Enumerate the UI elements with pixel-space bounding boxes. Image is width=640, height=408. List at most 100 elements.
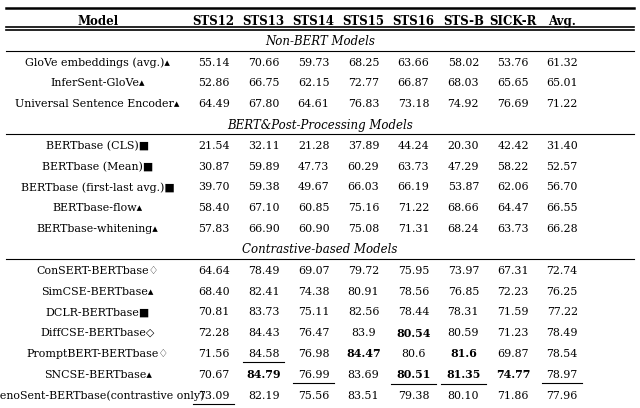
Text: Universal Sentence Encoder▴: Universal Sentence Encoder▴ (15, 99, 180, 109)
Text: 20.30: 20.30 (447, 141, 479, 151)
Text: DCLR-BERTbase■: DCLR-BERTbase■ (45, 307, 150, 317)
Text: 71.59: 71.59 (497, 307, 529, 317)
Text: 31.40: 31.40 (547, 141, 578, 151)
Text: 84.47: 84.47 (346, 348, 381, 359)
Text: 58.02: 58.02 (447, 58, 479, 68)
Text: 49.67: 49.67 (298, 182, 330, 193)
Text: Model: Model (77, 15, 118, 27)
Text: 74.92: 74.92 (447, 99, 479, 109)
Text: 68.66: 68.66 (447, 203, 479, 213)
Text: 44.24: 44.24 (397, 141, 429, 151)
Text: BERTbase (first-last avg.)■: BERTbase (first-last avg.)■ (20, 182, 175, 193)
Text: GloVe embeddings (avg.)▴: GloVe embeddings (avg.)▴ (25, 58, 170, 68)
Text: Non-BERT Models: Non-BERT Models (265, 35, 375, 48)
Text: 69.87: 69.87 (497, 349, 529, 359)
Text: 79.72: 79.72 (348, 266, 379, 276)
Text: 70.66: 70.66 (248, 58, 280, 68)
Text: 57.83: 57.83 (198, 224, 230, 234)
Text: 84.43: 84.43 (248, 328, 280, 338)
Text: 84.79: 84.79 (246, 369, 281, 380)
Text: 21.28: 21.28 (298, 141, 330, 151)
Text: 74.38: 74.38 (298, 286, 330, 297)
Text: 64.61: 64.61 (298, 99, 330, 109)
Text: BERTbase-flow▴: BERTbase-flow▴ (52, 203, 143, 213)
Text: 80.59: 80.59 (447, 328, 479, 338)
Text: 62.06: 62.06 (497, 182, 529, 193)
Text: 76.69: 76.69 (497, 99, 529, 109)
Text: BERTbase (CLS)■: BERTbase (CLS)■ (46, 141, 149, 151)
Text: 77.22: 77.22 (547, 307, 578, 317)
Text: 70.81: 70.81 (198, 307, 230, 317)
Text: 80.51: 80.51 (396, 369, 431, 380)
Text: 78.56: 78.56 (397, 286, 429, 297)
Text: 73.97: 73.97 (447, 266, 479, 276)
Text: 65.01: 65.01 (547, 78, 578, 89)
Text: 66.87: 66.87 (397, 78, 429, 89)
Text: 59.38: 59.38 (248, 182, 280, 193)
Text: 67.10: 67.10 (248, 203, 280, 213)
Text: 81.35: 81.35 (446, 369, 481, 380)
Text: 83.69: 83.69 (348, 370, 380, 380)
Text: 78.54: 78.54 (547, 349, 578, 359)
Text: 71.56: 71.56 (198, 349, 230, 359)
Text: Avg.: Avg. (548, 15, 576, 27)
Text: BERT&Post-Processing Models: BERT&Post-Processing Models (227, 119, 413, 131)
Text: 59.89: 59.89 (248, 162, 280, 172)
Text: 66.19: 66.19 (397, 182, 429, 193)
Text: SNCSE-BERTbase▴: SNCSE-BERTbase▴ (44, 370, 152, 380)
Text: 72.77: 72.77 (348, 78, 379, 89)
Text: 67.80: 67.80 (248, 99, 280, 109)
Text: 83.73: 83.73 (248, 307, 280, 317)
Text: 76.83: 76.83 (348, 99, 380, 109)
Text: PromptBERT-BERTbase♢: PromptBERT-BERTbase♢ (26, 349, 169, 359)
Text: 61.32: 61.32 (547, 58, 578, 68)
Text: STS14: STS14 (292, 15, 335, 27)
Text: 21.54: 21.54 (198, 141, 230, 151)
Text: 72.23: 72.23 (497, 286, 529, 297)
Text: 64.64: 64.64 (198, 266, 230, 276)
Text: 71.23: 71.23 (497, 328, 529, 338)
Text: 63.73: 63.73 (497, 224, 529, 234)
Text: 66.90: 66.90 (248, 224, 280, 234)
Text: 73.09: 73.09 (198, 390, 230, 401)
Text: 56.70: 56.70 (547, 182, 578, 193)
Text: 78.49: 78.49 (248, 266, 280, 276)
Text: 39.70: 39.70 (198, 182, 230, 193)
Text: 80.54: 80.54 (396, 328, 431, 339)
Text: SICK-R: SICK-R (490, 15, 537, 27)
Text: 60.29: 60.29 (348, 162, 380, 172)
Text: 80.91: 80.91 (348, 286, 380, 297)
Text: 58.40: 58.40 (198, 203, 230, 213)
Text: DenoSent-BERTbase(contrastive only): DenoSent-BERTbase(contrastive only) (0, 390, 204, 401)
Text: STS16: STS16 (392, 15, 435, 27)
Text: 82.41: 82.41 (248, 286, 280, 297)
Text: 52.57: 52.57 (547, 162, 578, 172)
Text: 76.85: 76.85 (447, 286, 479, 297)
Text: 76.25: 76.25 (547, 286, 578, 297)
Text: 55.14: 55.14 (198, 58, 230, 68)
Text: 53.76: 53.76 (497, 58, 529, 68)
Text: 75.95: 75.95 (397, 266, 429, 276)
Text: 69.07: 69.07 (298, 266, 330, 276)
Text: 47.29: 47.29 (447, 162, 479, 172)
Text: BERTbase-whitening▴: BERTbase-whitening▴ (36, 224, 159, 234)
Text: 60.85: 60.85 (298, 203, 330, 213)
Text: 52.86: 52.86 (198, 78, 230, 89)
Text: STS-B: STS-B (443, 15, 484, 27)
Text: ConSERT-BERTbase♢: ConSERT-BERTbase♢ (36, 266, 159, 276)
Text: 75.11: 75.11 (298, 307, 330, 317)
Text: 78.44: 78.44 (397, 307, 429, 317)
Text: 66.75: 66.75 (248, 78, 280, 89)
Text: 78.97: 78.97 (547, 370, 578, 380)
Text: 66.55: 66.55 (547, 203, 578, 213)
Text: 71.22: 71.22 (397, 203, 429, 213)
Text: 64.49: 64.49 (198, 99, 230, 109)
Text: 75.08: 75.08 (348, 224, 379, 234)
Text: 42.42: 42.42 (497, 141, 529, 151)
Text: 66.28: 66.28 (547, 224, 578, 234)
Text: 68.03: 68.03 (447, 78, 479, 89)
Text: 62.15: 62.15 (298, 78, 330, 89)
Text: 82.19: 82.19 (248, 390, 280, 401)
Text: 30.87: 30.87 (198, 162, 230, 172)
Text: 68.25: 68.25 (348, 58, 380, 68)
